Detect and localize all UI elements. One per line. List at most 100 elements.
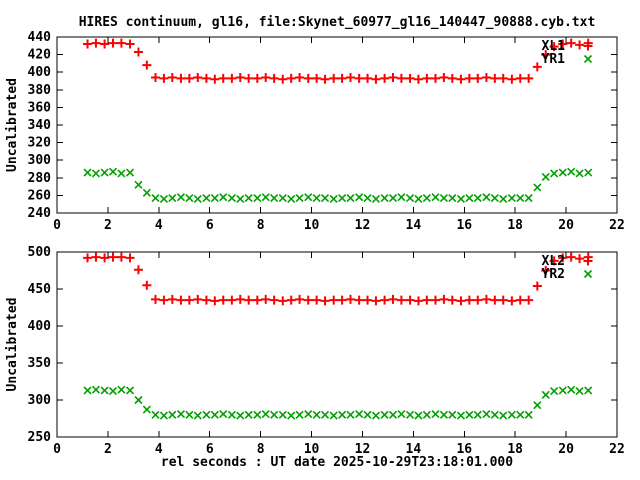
data-point-YR1 <box>439 193 448 203</box>
data-point-YR1 <box>448 193 457 203</box>
data-point-XL1 <box>566 38 576 48</box>
data-point-XL2 <box>481 294 491 304</box>
data-point-YR2 <box>202 410 211 419</box>
data-point-XL2 <box>447 295 457 305</box>
data-point-XL2 <box>456 296 466 306</box>
data-point-YR2 <box>193 411 202 420</box>
data-point-YR2 <box>533 401 542 410</box>
data-point-YR2 <box>482 409 491 419</box>
data-point-YR2 <box>346 410 355 419</box>
y-tick-label: 250 <box>28 430 52 445</box>
data-point-YR1 <box>219 193 228 202</box>
data-point-XL2 <box>566 252 576 262</box>
x-tick-label: 4 <box>155 442 163 457</box>
x-tick-label: 0 <box>53 442 61 457</box>
data-point-YR1 <box>100 168 109 177</box>
x-tick-label: 10 <box>304 218 320 233</box>
data-point-YR1 <box>575 169 584 178</box>
data-point-YR1 <box>355 193 364 202</box>
data-point-XL2 <box>354 295 364 305</box>
data-point-YR2 <box>558 386 567 395</box>
plot-border <box>56 251 618 438</box>
data-point-XL1 <box>405 73 415 83</box>
data-point-YR2 <box>270 410 279 419</box>
data-point-YR1 <box>312 193 321 203</box>
data-point-XL2 <box>91 252 101 262</box>
data-point-YR1 <box>456 194 466 203</box>
data-point-XL1 <box>456 74 466 84</box>
y-tick-label: 340 <box>28 118 52 133</box>
data-point-XL1 <box>558 39 568 49</box>
x-tick-label: 20 <box>558 218 574 233</box>
data-point-YR2 <box>91 385 101 394</box>
data-point-YR2 <box>355 409 364 419</box>
data-point-XL2 <box>269 295 279 305</box>
y-axis-label: Uncalibrated <box>5 298 20 392</box>
x-tick-label: 16 <box>456 218 472 233</box>
data-point-YR1 <box>473 193 482 203</box>
data-point-YR1 <box>253 193 262 203</box>
y-tick-label: 300 <box>28 393 52 408</box>
data-point-YR1 <box>151 193 160 203</box>
data-point-YR2 <box>541 390 550 399</box>
data-point-XL2 <box>371 296 381 306</box>
data-point-XL2 <box>100 253 110 263</box>
data-point-XL1 <box>218 73 228 83</box>
data-point-XL2 <box>422 295 432 305</box>
x-tick-label: 2 <box>104 218 112 233</box>
data-point-XL1 <box>184 73 194 83</box>
data-point-YR2 <box>380 410 389 419</box>
y-tick-label: 400 <box>28 319 52 334</box>
data-point-YR1 <box>287 194 296 203</box>
data-point-XL2 <box>159 295 169 305</box>
data-point-YR1 <box>210 193 219 203</box>
data-point-YR1 <box>125 168 135 177</box>
data-point-XL2 <box>108 252 118 262</box>
legend-label-XL2: XL2 <box>542 254 565 269</box>
data-point-YR1 <box>202 193 211 203</box>
x-tick-label: 14 <box>406 218 422 233</box>
data-point-XL1 <box>108 38 118 48</box>
x-tick-label: 6 <box>206 442 214 457</box>
data-point-YR2 <box>338 410 347 419</box>
y-tick-label: 500 <box>28 245 52 260</box>
data-point-XL2 <box>244 295 254 305</box>
data-point-YR2 <box>185 410 194 419</box>
data-point-XL2 <box>176 295 186 305</box>
data-point-YR1 <box>159 194 168 203</box>
panel-bottom: 0 2 4 6 8 10 12 14 16 18 20 22 250 300 350 400 450 500 Unc… <box>5 245 625 470</box>
data-point-XL1 <box>431 73 441 83</box>
data-point-XL1 <box>354 73 364 83</box>
data-point-XL1 <box>303 73 313 83</box>
data-point-YR2 <box>117 385 126 394</box>
data-point-XL1 <box>439 72 449 82</box>
y-tick-label: 420 <box>28 48 52 63</box>
data-point-XL2 <box>133 265 143 275</box>
data-point-YR2 <box>439 410 448 419</box>
data-point-YR1 <box>482 193 491 202</box>
data-point-YR2 <box>473 410 482 419</box>
data-point-XL1 <box>312 73 322 83</box>
chart-title: HIRES continuum, gl16, file:Skynet_60977… <box>79 15 596 30</box>
y-tick-label: 260 <box>28 188 52 203</box>
data-point-YR1 <box>227 193 236 203</box>
data-point-XL1 <box>396 73 406 83</box>
data-point-YR2 <box>431 409 440 419</box>
data-point-YR2 <box>490 410 499 419</box>
data-point-XL1 <box>83 39 93 49</box>
data-point-YR1 <box>550 169 559 178</box>
data-point-XL2 <box>278 296 288 306</box>
x-tick-label: 18 <box>507 218 523 233</box>
data-point-XL1 <box>329 73 339 83</box>
data-point-YR2 <box>219 409 228 419</box>
y-tick-label: 380 <box>28 83 52 98</box>
data-point-XL1 <box>447 73 457 83</box>
data-point-YR1 <box>397 193 406 202</box>
data-point-YR2 <box>422 410 431 419</box>
data-point-XL2 <box>184 295 194 305</box>
data-point-XL1 <box>575 40 585 50</box>
y-tick-label: 300 <box>28 153 52 168</box>
data-point-XL1 <box>91 38 101 48</box>
y-tick-label: 350 <box>28 356 52 371</box>
